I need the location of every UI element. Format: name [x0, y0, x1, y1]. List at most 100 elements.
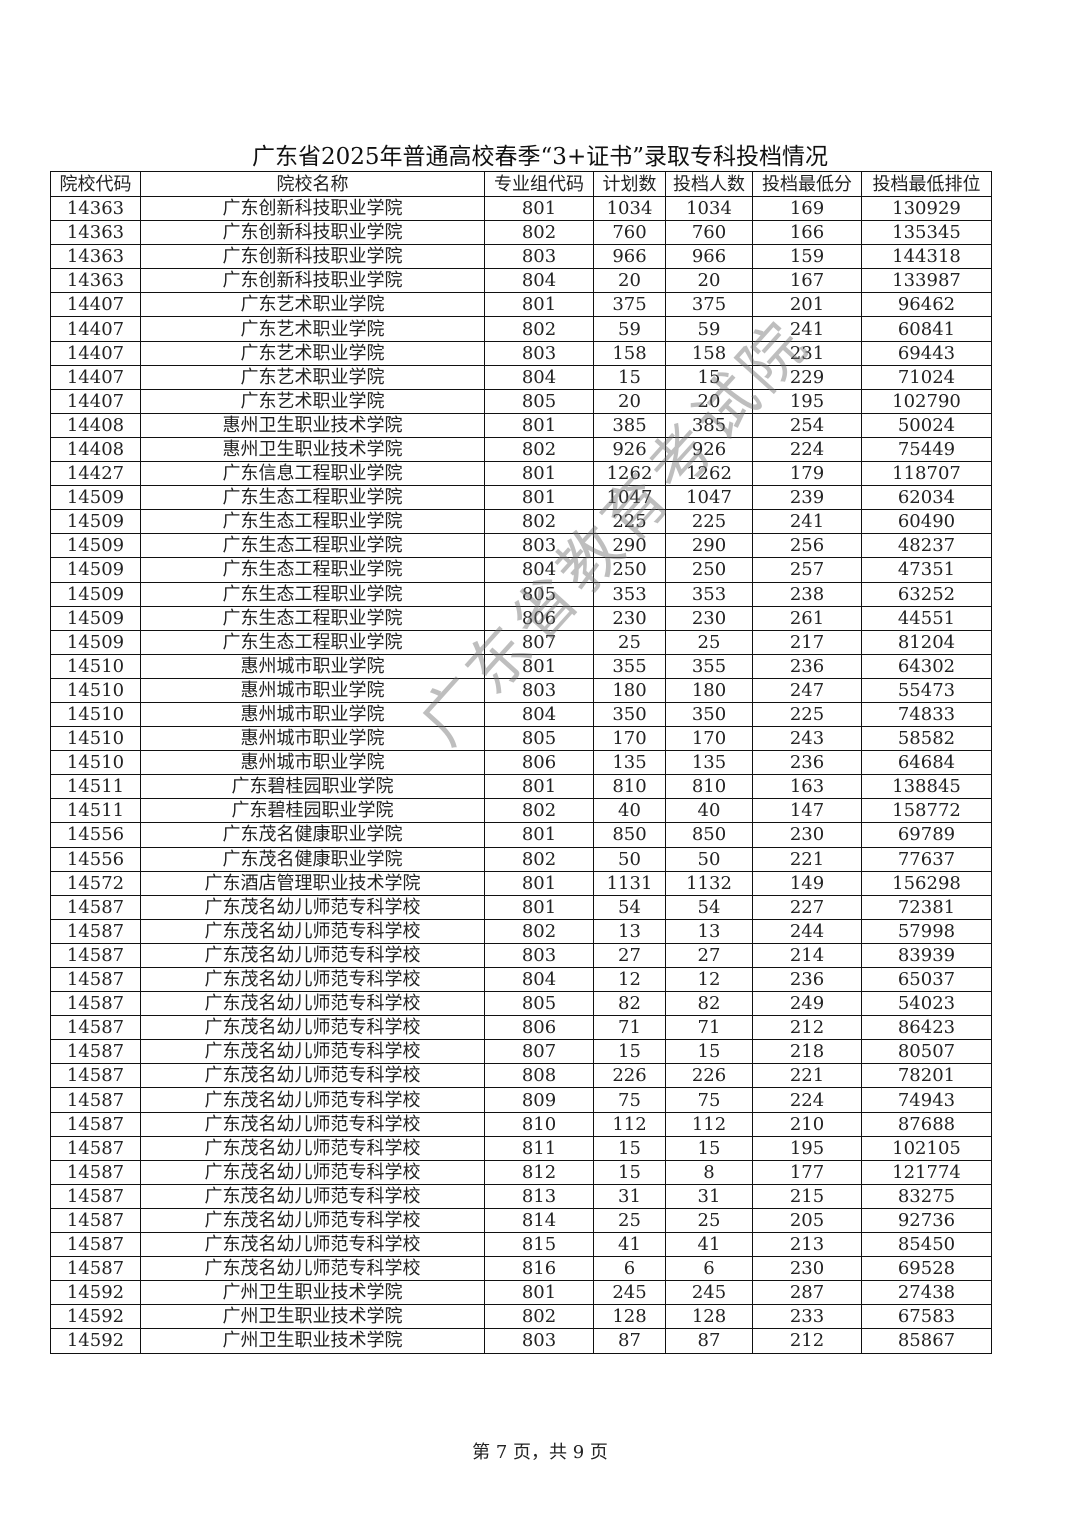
cell-plan-count: 250 [593, 557, 666, 583]
cell-group-code: 801 [484, 870, 594, 896]
cell-group-code: 802 [484, 846, 594, 872]
cell-plan-count: 12 [593, 966, 666, 993]
cell-min-score: 227 [752, 894, 862, 920]
cell-school-name: 广东创新科技职业学院 [140, 244, 485, 270]
cell-min-score: 195 [752, 388, 862, 414]
cell-school-name: 广东茂名幼儿师范专科学校 [140, 1232, 485, 1258]
cell-min-rank: 138845 [861, 774, 992, 800]
cell-school-name: 广东生态工程职业学院 [140, 533, 485, 559]
cell-min-score: 212 [752, 1015, 862, 1041]
cell-school-name: 广东茂名幼儿师范专科学校 [140, 894, 485, 920]
cell-admitted-count: 250 [665, 557, 753, 583]
table-row: 14509 广东生态工程职业学院 803 290 290 256 48237 [50, 533, 992, 559]
cell-admitted-count: 12 [665, 966, 753, 993]
cell-admitted-count: 350 [665, 701, 753, 728]
cell-group-code: 801 [484, 485, 594, 511]
cell-group-code: 803 [484, 244, 594, 270]
cell-plan-count: 20 [593, 388, 666, 414]
cell-group-code: 810 [484, 1111, 594, 1137]
cell-admitted-count: 15 [665, 1135, 753, 1161]
cell-plan-count: 350 [593, 701, 666, 728]
cell-min-rank: 133987 [861, 268, 992, 294]
cell-min-score: 215 [752, 1183, 862, 1209]
cell-min-rank: 65037 [861, 966, 992, 993]
cell-group-code: 803 [484, 1328, 594, 1354]
cell-min-rank: 83939 [861, 942, 992, 969]
cell-school-name: 广东艺术职业学院 [140, 316, 485, 342]
cell-group-code: 802 [484, 436, 594, 463]
table-row: 14587 广东茂名幼儿师范专科学校 801 54 54 227 72381 [50, 894, 992, 920]
cell-plan-count: 290 [593, 533, 666, 559]
cell-group-code: 802 [484, 509, 594, 535]
cell-plan-count: 1262 [593, 461, 666, 487]
cell-min-rank: 74943 [861, 1087, 992, 1113]
cell-school-code: 14511 [50, 774, 141, 800]
cell-plan-count: 82 [593, 991, 666, 1017]
cell-school-name: 惠州城市职业学院 [140, 726, 485, 752]
cell-min-rank: 69443 [861, 340, 992, 366]
cell-min-score: 195 [752, 1135, 862, 1161]
cell-school-name: 广东生态工程职业学院 [140, 605, 485, 631]
table-row: 14556 广东茂名健康职业学院 801 850 850 230 69789 [50, 822, 992, 848]
table-row: 14363 广东创新科技职业学院 803 966 966 159 144318 [50, 244, 992, 270]
cell-school-name: 广东茂名幼儿师范专科学校 [140, 1159, 485, 1185]
cell-school-name: 广东酒店管理职业技术学院 [140, 870, 485, 896]
table-row: 14587 广东茂名幼儿师范专科学校 814 25 25 205 92736 [50, 1207, 992, 1234]
cell-group-code: 812 [484, 1159, 594, 1185]
cell-school-code: 14587 [50, 1015, 141, 1041]
cell-admitted-count: 1262 [665, 461, 753, 487]
cell-school-code: 14509 [50, 605, 141, 631]
cell-school-code: 14587 [50, 1063, 141, 1089]
cell-plan-count: 1131 [593, 870, 666, 896]
cell-group-code: 813 [484, 1183, 594, 1209]
cell-min-rank: 64302 [861, 653, 992, 679]
cell-group-code: 806 [484, 1015, 594, 1041]
cell-min-score: 201 [752, 292, 862, 318]
cell-school-name: 广东艺术职业学院 [140, 292, 485, 318]
cell-admitted-count: 8 [665, 1159, 753, 1185]
cell-plan-count: 128 [593, 1304, 666, 1330]
cell-group-code: 801 [484, 822, 594, 848]
cell-school-code: 14408 [50, 436, 141, 463]
cell-plan-count: 15 [593, 364, 666, 390]
cell-school-code: 14587 [50, 894, 141, 920]
cell-group-code: 801 [484, 412, 594, 438]
cell-min-rank: 58582 [861, 726, 992, 752]
cell-admitted-count: 1034 [665, 195, 753, 222]
cell-plan-count: 375 [593, 292, 666, 318]
cell-school-code: 14587 [50, 1207, 141, 1234]
cell-school-name: 广东生态工程职业学院 [140, 485, 485, 511]
cell-min-rank: 48237 [861, 533, 992, 559]
cell-min-score: 287 [752, 1280, 862, 1306]
cell-school-name: 广东创新科技职业学院 [140, 268, 485, 294]
cell-min-score: 257 [752, 557, 862, 583]
cell-min-rank: 102790 [861, 388, 992, 414]
cell-school-code: 14427 [50, 461, 141, 487]
cell-school-name: 惠州卫生职业技术学院 [140, 436, 485, 463]
cell-min-rank: 86423 [861, 1015, 992, 1041]
cell-group-code: 811 [484, 1135, 594, 1161]
cell-min-score: 238 [752, 581, 862, 607]
cell-admitted-count: 158 [665, 340, 753, 366]
cell-admitted-count: 1132 [665, 870, 753, 896]
cell-min-rank: 69789 [861, 822, 992, 848]
cell-school-code: 14556 [50, 822, 141, 848]
cell-plan-count: 6 [593, 1256, 666, 1282]
cell-min-score: 247 [752, 677, 862, 703]
cell-group-code: 804 [484, 364, 594, 390]
table-row: 14587 广东茂名幼儿师范专科学校 802 13 13 244 57998 [50, 918, 992, 944]
cell-admitted-count: 15 [665, 1039, 753, 1065]
cell-school-name: 广东碧桂园职业学院 [140, 774, 485, 800]
cell-group-code: 801 [484, 292, 594, 318]
cell-min-score: 241 [752, 509, 862, 535]
cell-school-name: 广东生态工程职业学院 [140, 629, 485, 655]
table-row: 14572 广东酒店管理职业技术学院 801 1131 1132 149 156298 [50, 870, 992, 896]
cell-school-name: 广东生态工程职业学院 [140, 557, 485, 583]
cell-admitted-count: 13 [665, 918, 753, 944]
cell-group-code: 802 [484, 220, 594, 246]
cell-admitted-count: 20 [665, 268, 753, 294]
cell-min-rank: 102105 [861, 1135, 992, 1161]
table-row: 14407 广东艺术职业学院 804 15 15 229 71024 [50, 364, 992, 390]
cell-school-name: 广东生态工程职业学院 [140, 581, 485, 607]
cell-plan-count: 170 [593, 726, 666, 752]
